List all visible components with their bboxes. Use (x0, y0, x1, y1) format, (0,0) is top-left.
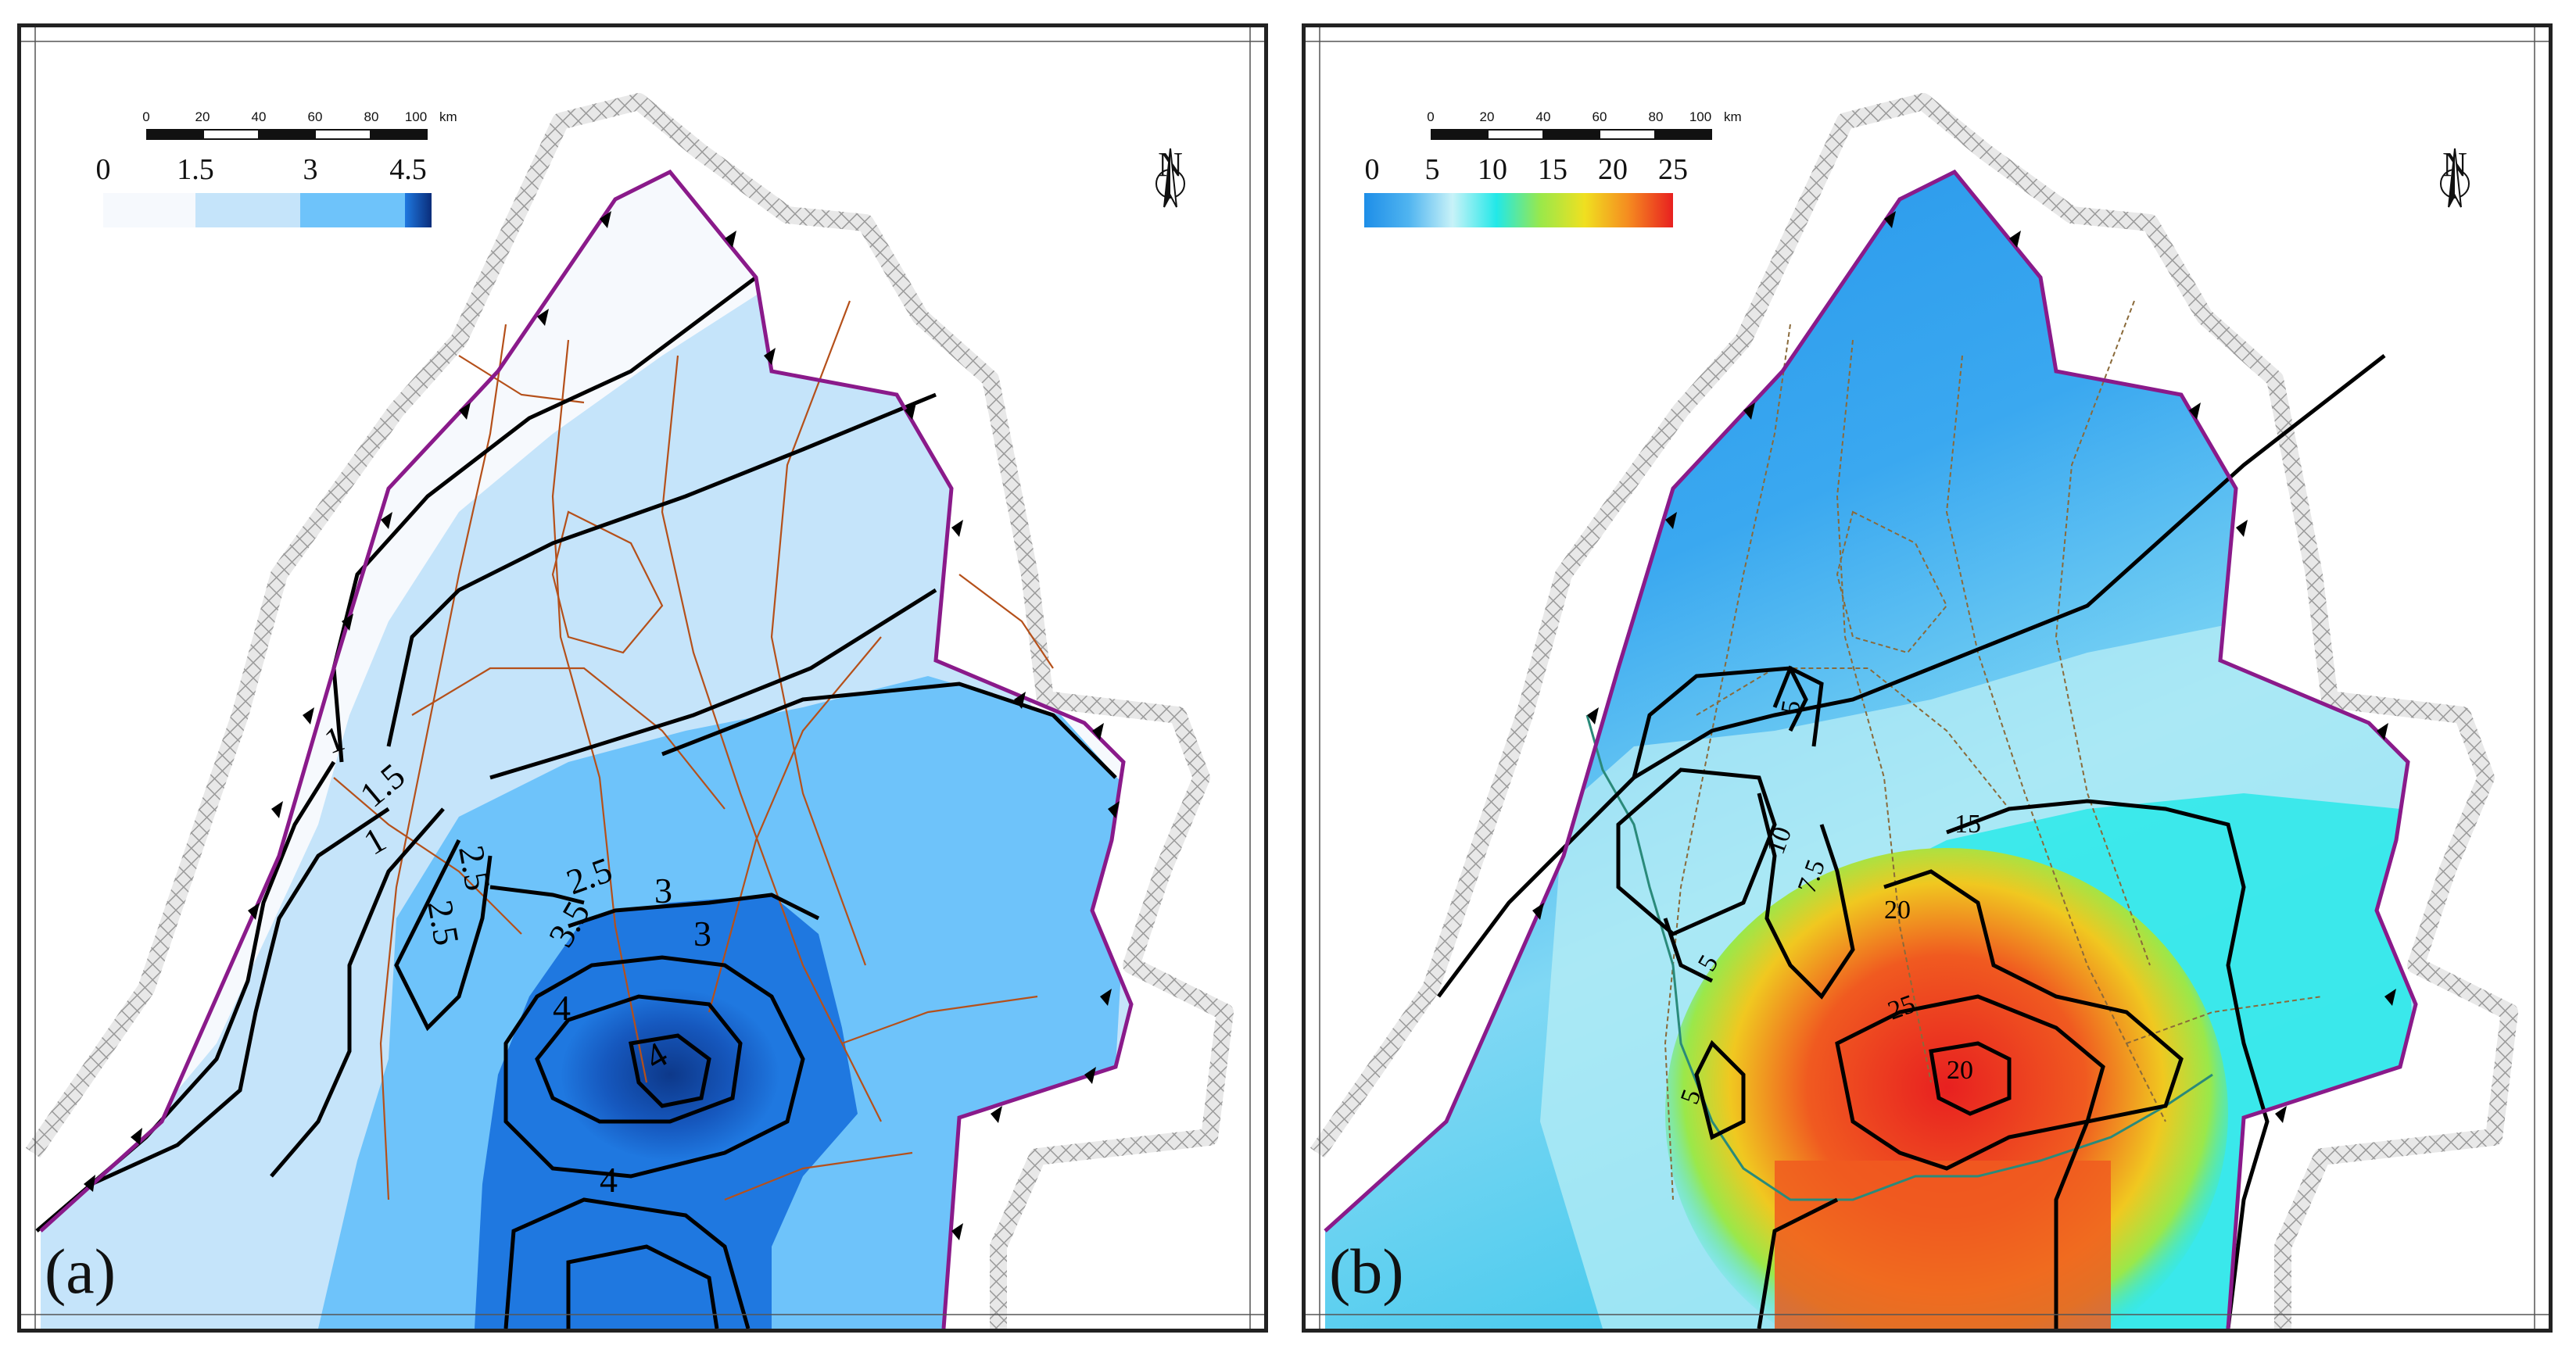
contour-lines (35, 276, 1117, 1329)
panel-label-a: (a) (45, 1236, 116, 1307)
graticule-ticks (21, 27, 1264, 1329)
thrust-teeth (1532, 211, 2396, 1123)
legend-a: 0 1.5 3 4.5 (80, 152, 432, 238)
legend-tick: 15 (1538, 153, 1567, 186)
legend-tick: 25 (1658, 153, 1688, 186)
thrust-teeth (84, 211, 1120, 1240)
legend-b-bar (1364, 193, 1673, 227)
legend-tick: 4.5 (389, 153, 427, 186)
outer-belt (1309, 93, 2518, 1329)
legend-b: 0 5 10 15 20 25 (1364, 152, 1693, 238)
scale-tick: 60 (307, 109, 323, 124)
contour-label: 20 (1947, 1056, 1973, 1085)
contour-label: 4 (553, 988, 571, 1028)
outer-belt (25, 93, 1234, 1329)
legend-a-bar (103, 193, 432, 227)
map-a-svg: 1 1.5 1 2.5 2.5 2.5 3 3.5 4 4 4 3 (21, 27, 1264, 1329)
legend-class-swatch (405, 193, 432, 227)
scale-tick: 40 (1535, 109, 1551, 124)
contour-label: 2.5 (451, 843, 498, 893)
zone-core (561, 989, 779, 1161)
scale-bar: 0 20 40 60 80 100 km (142, 109, 457, 156)
contour-label: 3 (693, 914, 711, 953)
scale-tick: 20 (195, 109, 210, 124)
contour-label: 15 (1954, 810, 1981, 839)
legend-tick: 0 (1364, 153, 1380, 186)
scale-tick: 80 (364, 109, 379, 124)
legend-tick: 5 (1424, 153, 1440, 186)
north-arrow-icon (1155, 148, 1185, 208)
scale-unit: km (439, 109, 457, 124)
contour-lines (1437, 354, 2386, 1329)
legend-tick: 0 (95, 153, 111, 186)
contour-label: 3 (654, 871, 672, 911)
scale-tick: 100 (1689, 109, 1712, 124)
scale-bar: 0 20 40 60 80 100 km (1427, 109, 1742, 156)
legend-class-swatch (300, 193, 406, 227)
legend-tick: 1.5 (177, 153, 214, 186)
north-arrow: N (1147, 145, 1194, 262)
scale-tick: 20 (1479, 109, 1495, 124)
fault-lines (1664, 300, 2323, 1200)
legend-class-swatch (103, 193, 195, 227)
legend-tick: 20 (1598, 153, 1628, 186)
study-boundary (1324, 169, 2418, 1329)
scale-unit: km (1724, 109, 1742, 124)
map-b-svg: 5 10 7.5 15 20 25 20 5 5 (1306, 27, 2549, 1329)
contour-label: 4 (600, 1160, 618, 1200)
graticule-ticks (1306, 27, 2549, 1329)
scale-tick: 0 (142, 109, 150, 124)
legend-class-swatch (195, 193, 300, 227)
fault-lines (333, 300, 1054, 1201)
map-panel-a: 1 1.5 1 2.5 2.5 2.5 3 3.5 4 4 4 3 0 20 4… (17, 23, 1268, 1333)
scale-tick: 80 (1648, 109, 1664, 124)
legend-tick: 3 (303, 153, 318, 186)
legend-tick: 10 (1478, 153, 1507, 186)
contour-label: 5 (1775, 698, 1806, 716)
contour-label: 20 (1884, 896, 1911, 925)
contour-label: 2.5 (420, 897, 467, 948)
map-panel-b: 5 10 7.5 15 20 25 20 5 5 0 20 40 60 80 1… (1302, 23, 2553, 1333)
scale-tick: 0 (1427, 109, 1435, 124)
study-boundary (39, 169, 1134, 1329)
north-arrow: N (2431, 145, 2478, 262)
panel-label-b: (b) (1329, 1236, 1404, 1307)
scale-tick: 100 (404, 109, 428, 124)
north-arrow-icon (2440, 148, 2470, 208)
scale-tick: 40 (251, 109, 267, 124)
scale-tick: 60 (1592, 109, 1607, 124)
